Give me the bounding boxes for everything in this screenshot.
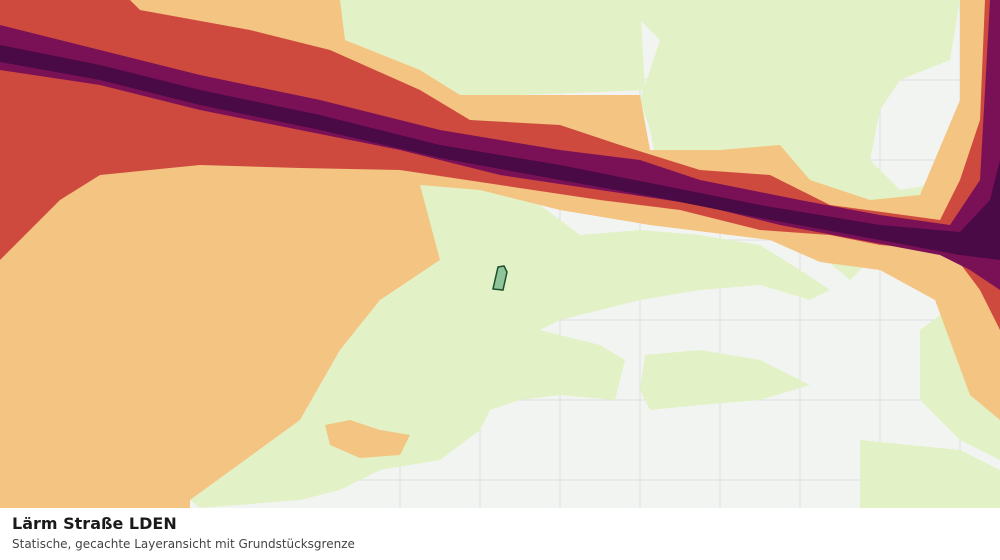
noise-zone-extreme <box>0 45 1000 260</box>
caption-bar: Lärm Straße LDEN Statische, gecachte Lay… <box>0 508 1000 560</box>
layer-subtitle: Statische, gecachte Layeransicht mit Gru… <box>12 537 355 551</box>
noise-zone-medium-patch <box>325 420 410 458</box>
parcel-boundary[interactable] <box>492 265 508 291</box>
map-canvas <box>0 0 1000 508</box>
layer-title: Lärm Straße LDEN <box>12 514 177 533</box>
noise-zone-very-high <box>0 0 1000 290</box>
